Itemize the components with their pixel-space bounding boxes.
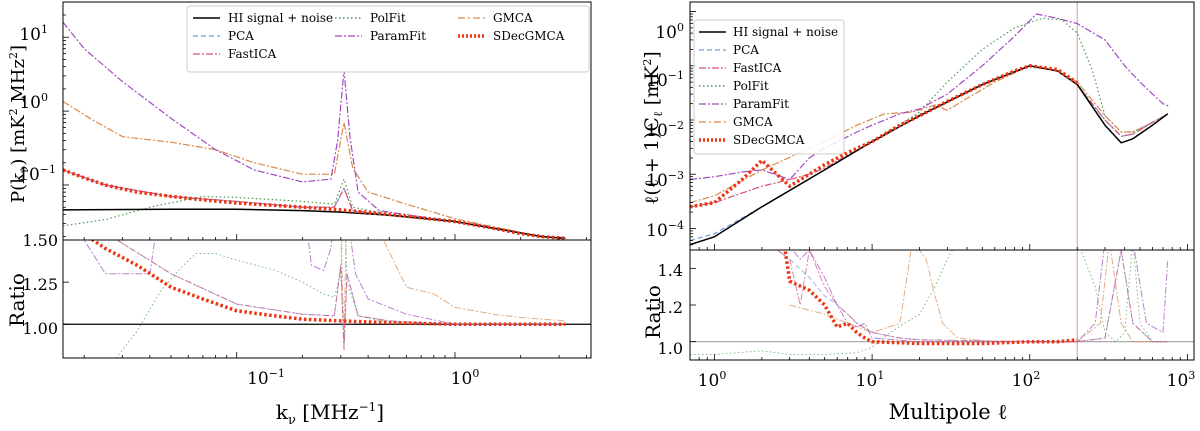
right-top-sdecgmca-line (690, 64, 1079, 209)
left-top-series (63, 21, 566, 240)
left-legend: HI signal + noise PCA FastICA PolFit Par… (186, 5, 590, 73)
right-legend-label-paramfit: ParamFit (733, 97, 789, 111)
right-legend-label-gmca: GMCA (733, 115, 773, 129)
right-xtick-10-1: 101 (856, 369, 885, 391)
left-top-polfit-line (63, 178, 566, 239)
right-ytick-1.2: 1.2 (658, 298, 683, 317)
right-ratio-gmca-line (789, 250, 1168, 343)
left-legend-label-fastica: FastICA (228, 47, 277, 61)
right-top-paramfit-line (690, 13, 1169, 181)
left-ratio-y-axis-label: Ratio (5, 273, 29, 327)
right-legend: HI signal + noise PCA FastICA PolFit Par… (693, 19, 845, 155)
left-ratio-polfit-line (115, 240, 566, 358)
right-ytick-1.0: 1.0 (658, 339, 683, 358)
right-legend-label-sdecgmca: SDecGMCA (733, 133, 805, 147)
right-axis-ticks (689, 11, 1188, 360)
right-ratio-paramfit-line (791, 250, 1169, 343)
right-ytick-1.4: 1.4 (658, 261, 683, 280)
left-x-axis-label: kν [MHz−1] (276, 400, 384, 428)
left-top-hi-signal-noise-line (63, 208, 566, 240)
right-legend-label-fastica: FastICA (733, 61, 782, 75)
right-ytick-10-0: 100 (655, 21, 684, 43)
right-ratio-sdecgmca-line (783, 250, 1078, 346)
left-ratio-paramfit-line (83, 240, 566, 325)
left-legend-label-sdecgmca: SDecGMCA (493, 29, 565, 43)
left-ytick-1.00: 1.00 (22, 319, 58, 338)
right-ytick-10-m4: 10−4 (646, 219, 684, 241)
left-ratio-frame (62, 239, 592, 359)
right-top-y-axis-label: ℓ(ℓ + 1)Cℓ [mK2] (641, 51, 665, 205)
left-top-sdecgmca-line (63, 168, 566, 240)
left-ratio-series (63, 240, 591, 358)
left-xtick-10-0: 100 (451, 367, 480, 389)
right-legend-label-polfit: PolFit (733, 79, 769, 93)
right-x-axis-label: Multipole ℓ (889, 400, 1008, 424)
left-xtick-10-m1: 10−1 (247, 367, 285, 389)
right-xtick-10-3: 103 (1167, 369, 1196, 391)
left-ytick-1.50: 1.50 (22, 231, 58, 250)
left-top-fastica-line (63, 169, 566, 239)
left-ytick-1.25: 1.25 (22, 275, 58, 294)
right-xtick-10-0: 100 (698, 369, 727, 391)
left-legend-label-polfit: PolFit (370, 11, 406, 25)
right-legend-label-pca: PCA (733, 43, 759, 57)
right-ratio-series (690, 250, 1194, 360)
right-legend-label-signal: HI signal + noise (733, 25, 838, 39)
left-ytick-10-1: 101 (19, 23, 48, 45)
left-ytick-10-0: 100 (19, 91, 48, 113)
left-top-gmca-line (63, 100, 566, 239)
left-legend-label-paramfit: ParamFit (370, 29, 426, 43)
left-top-y-axis-label: P(kν) [mK2 MHz2] (7, 45, 31, 203)
left-chart-panel: 101 100 10−1 1.50 1.25 1.00 10−1 100 kν … (5, 1, 592, 428)
right-legend-box (693, 19, 845, 155)
right-chart-panel: 100 10−1 10−2 10−3 10−4 1.4 1.2 1.0 100 … (641, 1, 1196, 424)
right-xtick-10-2: 102 (1012, 369, 1041, 391)
right-ratio-polfit-line (690, 250, 1168, 355)
left-ratio-sdecgmca-line (89, 240, 566, 327)
left-legend-label-pca: PCA (228, 29, 254, 43)
left-axis-ticks (63, 1, 587, 358)
left-legend-box (186, 5, 590, 73)
left-legend-label-signal: HI signal + noise (228, 11, 333, 25)
right-ratio-y-axis-label: Ratio (641, 285, 665, 339)
left-legend-label-gmca: GMCA (493, 11, 533, 25)
right-ratio-fastica-line (776, 250, 1168, 343)
